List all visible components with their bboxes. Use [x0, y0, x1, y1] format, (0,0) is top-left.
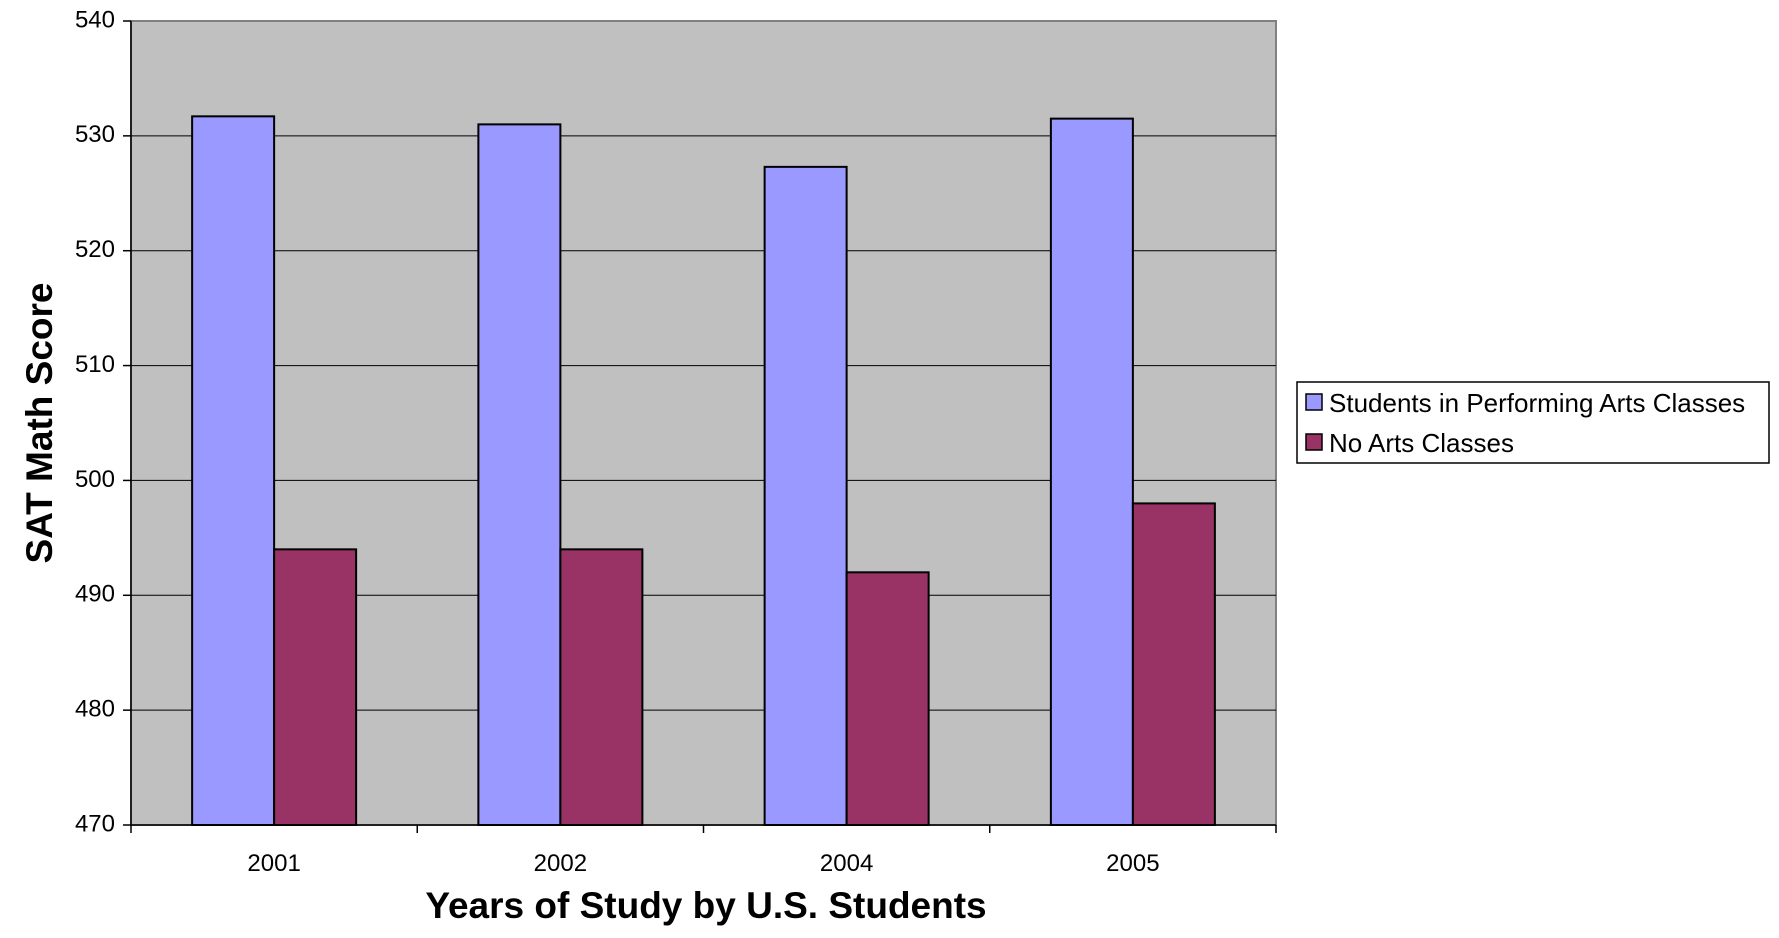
x-tick-label: 2001 [247, 850, 300, 877]
x-tick-label: 2004 [820, 850, 873, 877]
y-tick-label: 540 [75, 6, 115, 33]
bars [191, 115, 1216, 827]
bar-series-2-2001 [273, 548, 358, 826]
legend-label-series-2: No Arts Classes [1329, 428, 1514, 458]
bar-series-2-2004 [845, 571, 930, 826]
x-axis-title: Years of Study by U.S. Students [425, 885, 986, 926]
legend-label-series-1: Students in Performing Arts Classes [1329, 388, 1745, 418]
bar-series-1-2001 [191, 115, 276, 827]
legend-swatch-series-2 [1305, 433, 1323, 451]
y-tick-label: 490 [75, 581, 115, 608]
y-tick-label: 510 [75, 351, 115, 378]
legend-box [1296, 381, 1770, 464]
bar-series-1-2005 [1049, 117, 1134, 826]
x-tick-label: 2002 [534, 850, 587, 877]
legend-swatch-series-1 [1305, 393, 1323, 411]
y-tick-label: 470 [75, 810, 115, 837]
x-tick-label: 2005 [1106, 850, 1159, 877]
legend: Students in Performing Arts Classes No A… [1296, 381, 1770, 464]
x-tick-labels: 2001 2002 2004 2005 [130, 825, 1277, 877]
y-tick-label: 500 [75, 466, 115, 493]
bar-series-2-2005 [1131, 502, 1216, 826]
bar-series-2-2002 [559, 548, 644, 826]
bar-series-1-2002 [477, 123, 562, 827]
y-tick-labels: 470 480 490 500 510 520 530 540 [75, 6, 131, 837]
y-tick-label: 480 [75, 695, 115, 722]
y-tick-label: 530 [75, 121, 115, 148]
bar-series-1-2004 [763, 165, 848, 826]
y-axis-title: SAT Math Score [19, 283, 60, 564]
y-tick-label: 520 [75, 236, 115, 263]
